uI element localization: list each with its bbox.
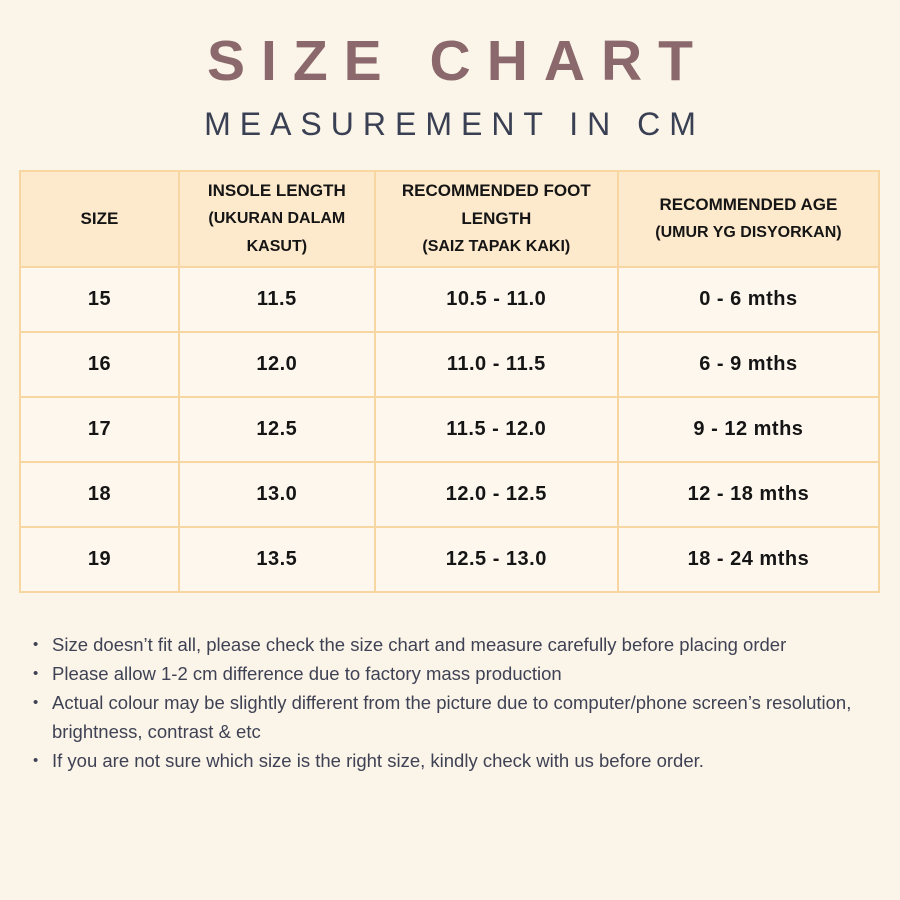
cell-insole-length: 13.0 [177, 460, 376, 528]
cell-insole-length: 12.0 [177, 330, 376, 398]
disclaimer-notes: Size doesn’t fit all, please check the s… [33, 630, 862, 775]
table-body: 15 11.5 10.5 - 11.0 0 - 6 mths 16 12.0 1… [19, 265, 881, 593]
note-item: Actual colour may be slightly different … [33, 688, 862, 746]
note-item: Please allow 1-2 cm difference due to fa… [33, 659, 862, 688]
cell-foot-length: 11.0 - 11.5 [373, 330, 619, 398]
cell-insole-length: 12.5 [177, 395, 376, 463]
cell-size: 17 [19, 395, 180, 463]
cell-foot-length: 11.5 - 12.0 [373, 395, 619, 463]
table-header: SIZE INSOLE LENGTH (UKURAN DALAM KASUT) … [19, 169, 881, 268]
page-subtitle: MEASUREMENT IN CM [204, 105, 705, 142]
column-label: SIZE [80, 208, 119, 228]
size-chart-table: SIZE INSOLE LENGTH (UKURAN DALAM KASUT) … [19, 169, 881, 593]
cell-age: 18 - 24 mths [616, 525, 881, 593]
column-label: RECOMMENDED AGE [659, 194, 838, 214]
cell-age: 0 - 6 mths [616, 265, 881, 333]
table-row: 17 12.5 11.5 - 12.0 9 - 12 mths [19, 395, 881, 463]
note-item: Size doesn’t fit all, please check the s… [33, 630, 862, 659]
table-row: 15 11.5 10.5 - 11.0 0 - 6 mths [19, 265, 881, 333]
cell-size: 19 [19, 525, 180, 593]
cell-size: 18 [19, 460, 180, 528]
table-row: 18 13.0 12.0 - 12.5 12 - 18 mths [19, 460, 881, 528]
table-row: 19 13.5 12.5 - 13.0 18 - 24 mths [19, 525, 881, 593]
cell-foot-length: 12.5 - 13.0 [373, 525, 619, 593]
note-item: If you are not sure which size is the ri… [33, 746, 862, 775]
cell-insole-length: 11.5 [177, 265, 376, 333]
cell-age: 12 - 18 mths [616, 460, 881, 528]
column-sublabel: (UKURAN DALAM KASUT) [208, 209, 346, 255]
cell-insole-length: 13.5 [177, 525, 376, 593]
cell-age: 9 - 12 mths [616, 395, 881, 463]
column-header-age: RECOMMENDED AGE (UMUR YG DISYORKAN) [616, 169, 881, 268]
column-label: INSOLE LENGTH [207, 180, 346, 200]
cell-foot-length: 10.5 - 11.0 [373, 265, 619, 333]
cell-size: 15 [19, 265, 180, 333]
column-header-foot-length: RECOMMENDED FOOT LENGTH (SAIZ TAPAK KAKI… [373, 169, 619, 268]
column-header-insole-length: INSOLE LENGTH (UKURAN DALAM KASUT) [177, 169, 376, 268]
column-label: RECOMMENDED FOOT LENGTH [401, 180, 591, 228]
column-sublabel: (UMUR YG DISYORKAN) [655, 223, 842, 241]
page-title: SIZE CHART [207, 29, 709, 93]
header: SIZE CHART MEASUREMENT IN CM [0, 0, 900, 143]
cell-size: 16 [19, 330, 180, 398]
cell-foot-length: 12.0 - 12.5 [373, 460, 619, 528]
table-row: 16 12.0 11.0 - 11.5 6 - 9 mths [19, 330, 881, 398]
column-header-size: SIZE [19, 169, 180, 268]
header-row: SIZE INSOLE LENGTH (UKURAN DALAM KASUT) … [19, 169, 881, 268]
cell-age: 6 - 9 mths [616, 330, 881, 398]
column-sublabel: (SAIZ TAPAK KAKI) [422, 237, 571, 255]
